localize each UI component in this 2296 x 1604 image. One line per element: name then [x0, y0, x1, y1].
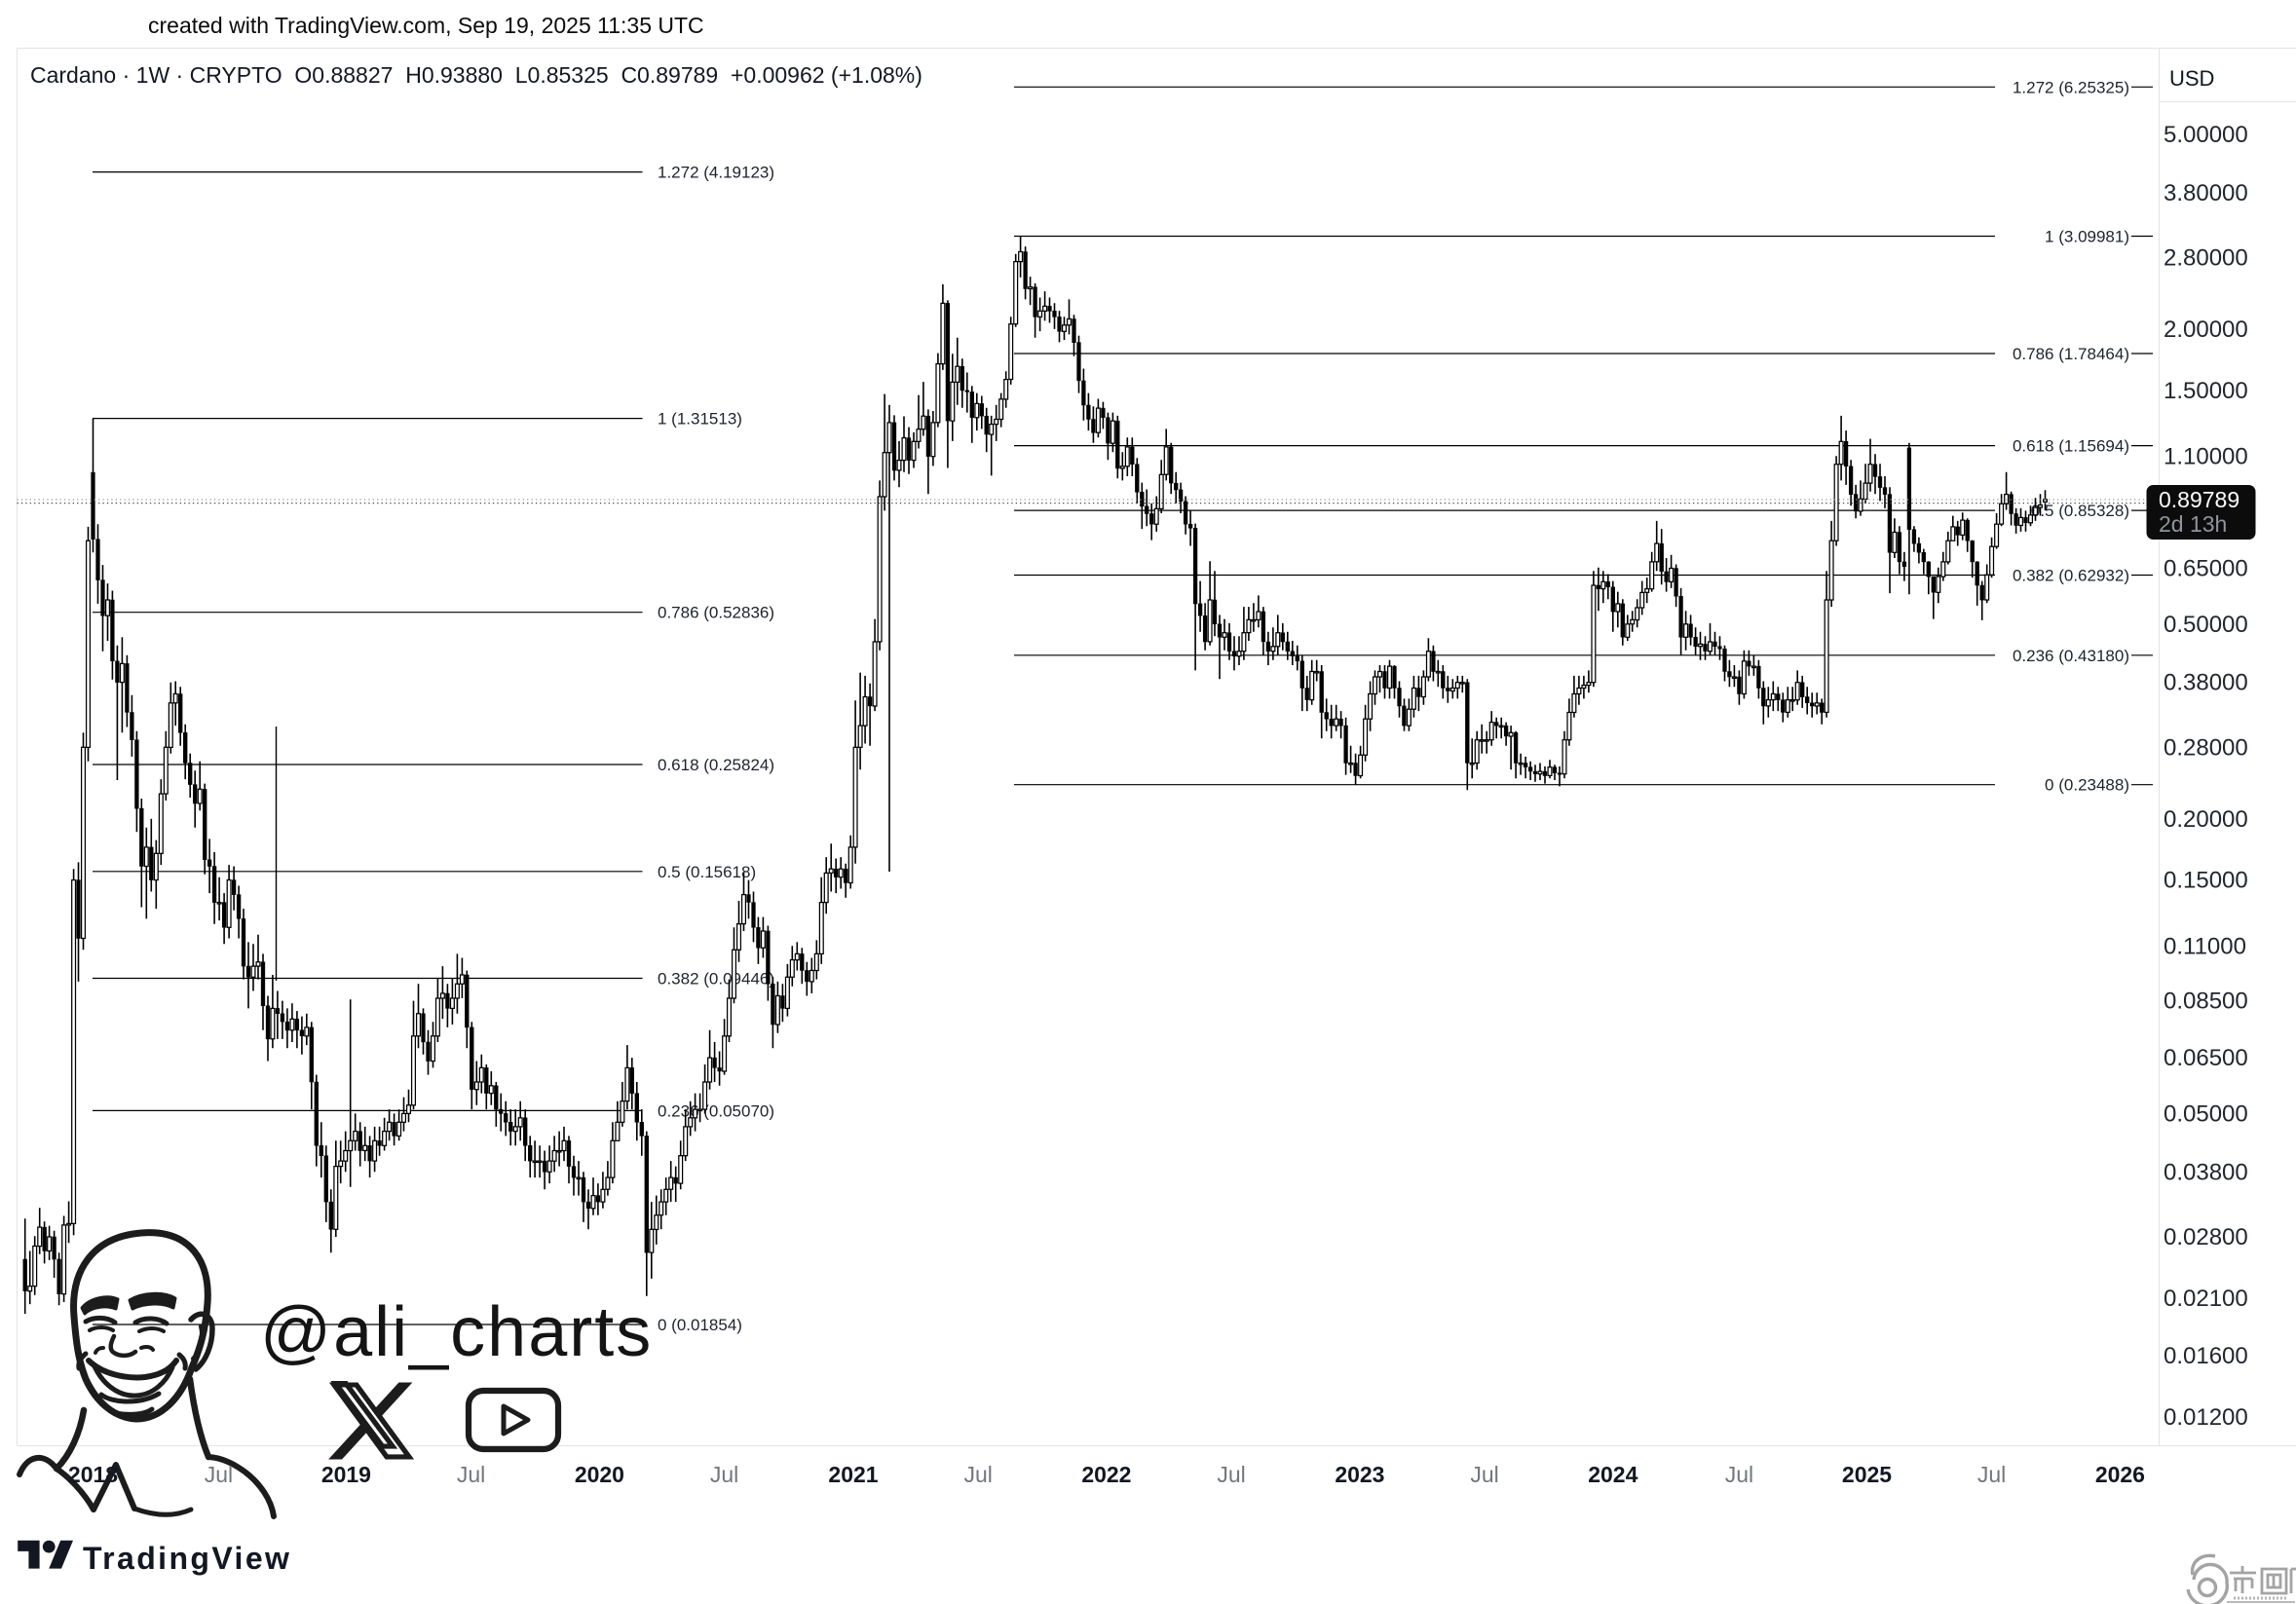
svg-text:0.5 (0.15618): 0.5 (0.15618)	[658, 863, 756, 881]
svg-text:0.08500: 0.08500	[2164, 989, 2248, 1015]
svg-text:0.65000: 0.65000	[2164, 556, 2248, 582]
svg-text:Cardano · 1W · CRYPTO O0.8882: Cardano · 1W · CRYPTO O0.88827 H0.93880 …	[30, 62, 922, 88]
svg-text:1.272 (6.25325): 1.272 (6.25325)	[2013, 78, 2129, 96]
svg-text:created with TradingView.com,: created with TradingView.com, Sep 19, 20…	[148, 13, 704, 38]
svg-text:2023: 2023	[1335, 1462, 1384, 1487]
svg-text:Jul: Jul	[963, 1462, 992, 1487]
svg-text:0 (0.01854): 0 (0.01854)	[658, 1316, 742, 1334]
svg-text:2026: 2026	[2095, 1462, 2145, 1487]
svg-text:0.28000: 0.28000	[2164, 734, 2248, 761]
svg-text:0.02100: 0.02100	[2164, 1286, 2248, 1312]
svg-text:0.20000: 0.20000	[2164, 806, 2248, 833]
svg-text:@ali_charts: @ali_charts	[260, 1293, 653, 1371]
svg-text:0.05000: 0.05000	[2164, 1100, 2248, 1127]
svg-text:0.618 (0.25824): 0.618 (0.25824)	[658, 756, 774, 774]
svg-text:0.5 (0.85328): 0.5 (0.85328)	[2031, 502, 2129, 520]
svg-text:0.786 (1.78464): 0.786 (1.78464)	[2013, 345, 2129, 363]
svg-text:2025: 2025	[1842, 1462, 1892, 1487]
svg-text:3.80000: 3.80000	[2164, 180, 2248, 206]
svg-text:0.06500: 0.06500	[2164, 1045, 2248, 1071]
svg-text:2021: 2021	[828, 1462, 878, 1487]
svg-text:0.50000: 0.50000	[2164, 612, 2248, 638]
svg-text:1 (3.09981): 1 (3.09981)	[2045, 228, 2129, 246]
svg-text:0.89789: 0.89789	[2159, 487, 2240, 512]
svg-text:Jul: Jul	[1217, 1462, 1245, 1487]
svg-text:0.236 (0.05070): 0.236 (0.05070)	[658, 1101, 774, 1120]
svg-text:2.00000: 2.00000	[2164, 317, 2248, 343]
svg-text:0.15000: 0.15000	[2164, 868, 2248, 894]
svg-text:2019: 2019	[321, 1462, 371, 1487]
svg-text:1.272 (4.19123): 1.272 (4.19123)	[658, 164, 774, 182]
svg-text:2018: 2018	[68, 1462, 118, 1487]
svg-text:0.03800: 0.03800	[2164, 1159, 2248, 1185]
svg-text:0.02800: 0.02800	[2164, 1224, 2248, 1250]
svg-text:0.38000: 0.38000	[2164, 670, 2248, 696]
svg-text:Jul: Jul	[1470, 1462, 1498, 1487]
svg-text:2020: 2020	[575, 1462, 624, 1487]
svg-text:Jul: Jul	[710, 1462, 738, 1487]
svg-text:0.11000: 0.11000	[2164, 933, 2246, 959]
svg-text:1.50000: 1.50000	[2164, 378, 2248, 404]
svg-text:2024: 2024	[1588, 1462, 1637, 1487]
svg-text:Jul: Jul	[1725, 1462, 1753, 1487]
svg-text:0.618 (1.15694): 0.618 (1.15694)	[2013, 437, 2129, 456]
svg-text:0.786 (0.52836): 0.786 (0.52836)	[658, 604, 774, 622]
svg-text:5.00000: 5.00000	[2164, 122, 2248, 148]
svg-text:1.10000: 1.10000	[2164, 444, 2248, 470]
svg-text:0.01600: 0.01600	[2164, 1343, 2248, 1369]
svg-text:USD: USD	[2169, 66, 2214, 91]
svg-text:1 (1.31513): 1 (1.31513)	[658, 410, 742, 429]
svg-text:Jul: Jul	[457, 1462, 485, 1487]
svg-text:0 (0.23488): 0 (0.23488)	[2045, 776, 2129, 795]
svg-text:TradingView: TradingView	[83, 1541, 291, 1576]
svg-text:0.382 (0.09446): 0.382 (0.09446)	[658, 970, 774, 989]
svg-text:2022: 2022	[1081, 1462, 1131, 1487]
svg-text:0.382 (0.62932): 0.382 (0.62932)	[2013, 567, 2129, 585]
svg-text:2d 13h: 2d 13h	[2159, 511, 2227, 537]
svg-text:0.236 (0.43180): 0.236 (0.43180)	[2013, 647, 2129, 665]
svg-text:2.80000: 2.80000	[2164, 245, 2248, 272]
svg-text:Jul: Jul	[205, 1462, 233, 1487]
svg-text:0.01200: 0.01200	[2164, 1404, 2248, 1431]
svg-text:Jul: Jul	[1977, 1462, 2006, 1487]
